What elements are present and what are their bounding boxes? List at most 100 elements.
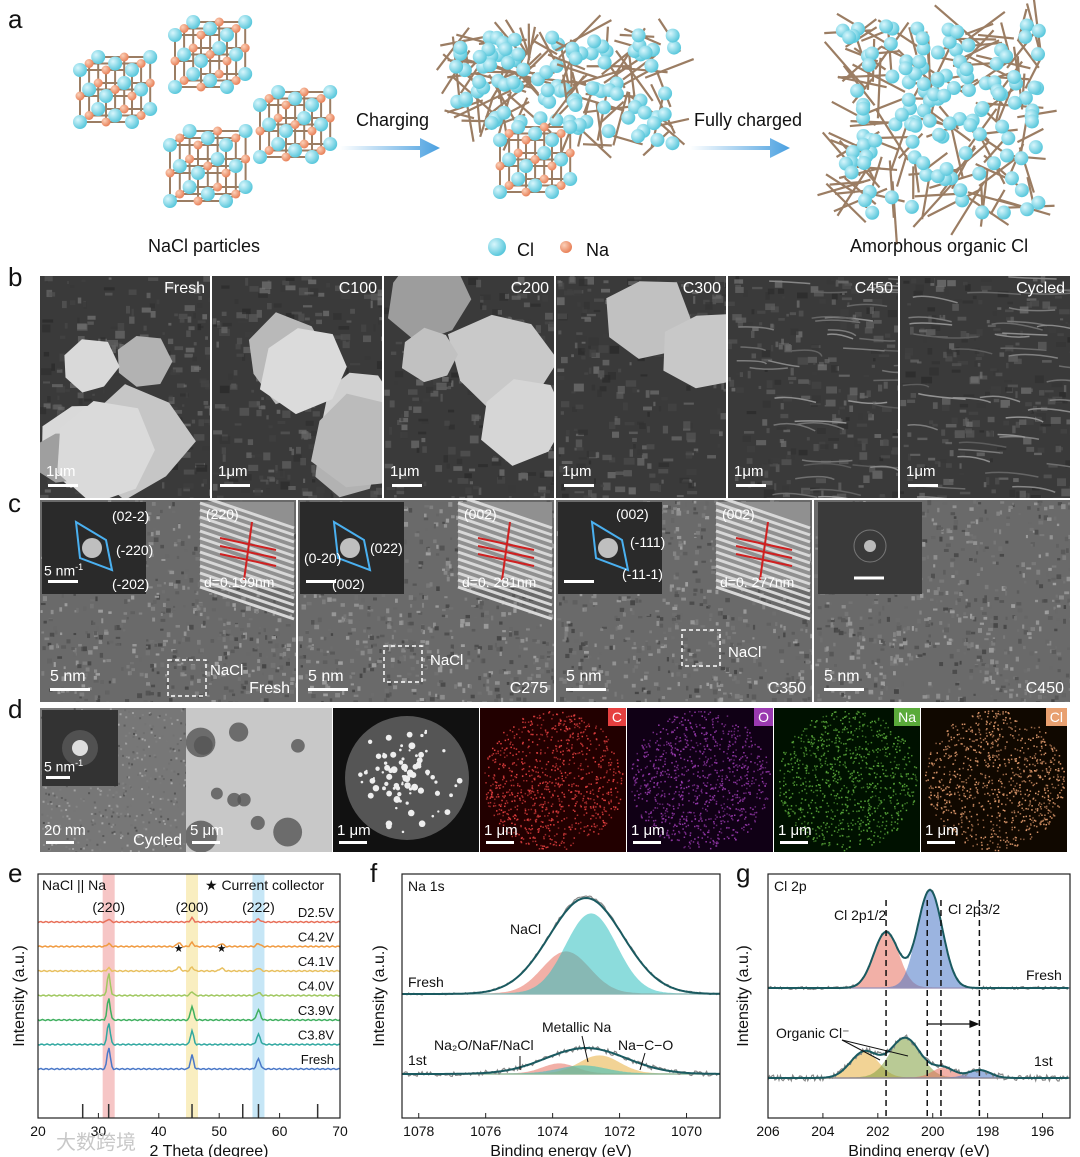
legend-na-label: Na [586,240,610,260]
fft-spot-label: (022) [370,540,403,556]
scale-bar [633,841,661,844]
scale-bar [566,688,606,691]
eds-scale-label: 5 μm [190,822,224,839]
schematic-illustration [73,0,1057,256]
lattice-hkl: (220) [206,506,239,522]
fft-spot-label: (002) [616,506,649,522]
scale-bar [736,484,766,487]
panel-label-a: a [8,4,23,34]
sem-image-cycled: Cycled 1μm [900,276,1070,498]
sem-image-c300: C300 1μm [556,276,726,498]
element-tag: Na [894,708,920,726]
fft-scale-label: 5 nm-1 [44,758,84,775]
chart-f-na1s: 1078 1076 1074 1072 1070 Na 1s Fresh 1st NaCl Met… [371,873,721,1157]
sem-scale-label: 1μm [390,463,420,480]
sem-image-c100: C100 1μm [212,276,382,498]
scale-bar [192,841,220,844]
series-label: C4.0V [298,979,334,994]
x-tick-label: 40 [151,1123,167,1139]
sem-image-c450: C450 1μm [728,276,898,498]
scale-bar [486,841,514,844]
panel-label-c: c [8,488,21,518]
y-axis-label: Intensity (a.u.) [11,945,28,1046]
fft-spot-label: (-220) [116,542,154,558]
star-marker: ★ [174,943,184,955]
x-tick-label: 1072 [604,1123,635,1139]
chart-title: NaCl || Na [42,877,106,893]
curve-label: Fresh [1026,967,1062,983]
x-tick-label: 198 [976,1123,1000,1139]
eds-scale-label: 1 μm [631,822,665,839]
chart-title: Na 1s [408,878,445,894]
series-line [37,940,341,948]
scale-bar [824,688,864,691]
nacl-region-label: NaCl [210,662,244,679]
x-tick-label: 50 [211,1123,227,1139]
x-tick-label: 1070 [671,1123,702,1139]
scale-bar [927,841,955,844]
series-label: C4.1V [298,954,334,969]
scale-bar [48,484,78,487]
fit-envelope [768,1036,1069,1079]
tem-image-fresh: Fresh 5 nm (02-2) (-220) (-202) (220) d=0.199n… [40,500,296,702]
series-line [37,998,341,1022]
peak-label: (220) [92,899,125,915]
x-tick-label: 70 [332,1123,348,1139]
schematic-arrow2-label: Fully charged [694,110,803,130]
peak-band [252,874,265,1118]
tem-title: C350 [767,680,806,697]
curve-label: Fresh [408,974,444,990]
x-tick-label: 196 [1031,1123,1055,1139]
x-tick-label: 30 [91,1123,107,1139]
peak-annotation: Cl 2p1/2 [834,907,886,923]
fft-spot-label: (0-20) [304,550,342,566]
fft-spot-label: (-11-1) [622,566,663,582]
sem-title: Fresh [164,280,205,297]
peak-annotation: Na−C−O [618,1037,673,1053]
nacl-region-label: NaCl [430,652,464,669]
peak-label: (200) [176,899,209,915]
panel-label-b: b [8,262,23,292]
schematic-arrow1-label: Charging [356,110,430,130]
curve-label: 1st [408,1052,427,1068]
scale-bar [308,688,348,691]
tem-scale-label: 5 nm [824,668,860,685]
element-tag: O [754,708,773,726]
scale-bar [339,841,367,844]
tem-title: C450 [1025,680,1064,697]
scale-bar [392,484,422,487]
peak-annotation: NaCl [510,921,541,937]
tem-image-c350: C350 5 nm (002) (-111) (-11-1) (002) d=0. 277n… [556,500,812,702]
eds-scale-label: 1 μm [337,822,371,839]
sem-title: Cycled [1016,280,1065,297]
eds-map-o: O 1 μm [627,708,773,852]
fit-envelope [402,896,721,995]
fft-spot-label: (02-2) [112,508,150,524]
series-label: C3.8V [298,1028,334,1043]
fft-scale-bar [306,580,336,583]
eds-cycled-tem: 20 nm Cycled 5 nm-1 [40,708,186,852]
eds-scale-label: 20 nm [44,822,86,839]
tem-image-c275: C275 5 nm (0-20) (022) (002) (002) d=0. 281nm N… [298,500,554,702]
eds-cycled-title: Cycled [133,832,182,849]
sem-title: C200 [510,280,549,297]
fft-scale-bar [46,776,70,779]
x-tick-label: 20 [30,1123,46,1139]
lattice-hkl: (002) [464,506,497,522]
lattice-hkl: (002) [722,506,755,522]
fft-scale-label: 5 nm-1 [44,562,84,579]
x-tick-label: 1074 [537,1123,568,1139]
nacl-region-label: NaCl [728,644,762,661]
sem-scale-label: 1μm [218,463,248,480]
peak-annotation: Cl 2p3/2 [948,901,1000,917]
fft-spot-label: (-202) [112,576,150,592]
fit-envelope [402,1047,720,1075]
y-axis-label: Intensity (a.u.) [735,945,752,1046]
sem-scale-label: 1μm [734,463,764,480]
peak-annotation: Organic Cl⁻ [776,1025,850,1041]
scale-bar [50,688,90,691]
d-spacing: d=0. 281nm [462,574,537,590]
chart-e-xrd: (220) (200) (222) D2.5V C4.2V C4.1V C4.0V C3.9V… [11,873,348,1157]
series-label: C3.9V [298,1003,334,1018]
panel-label-d: d [8,694,23,724]
